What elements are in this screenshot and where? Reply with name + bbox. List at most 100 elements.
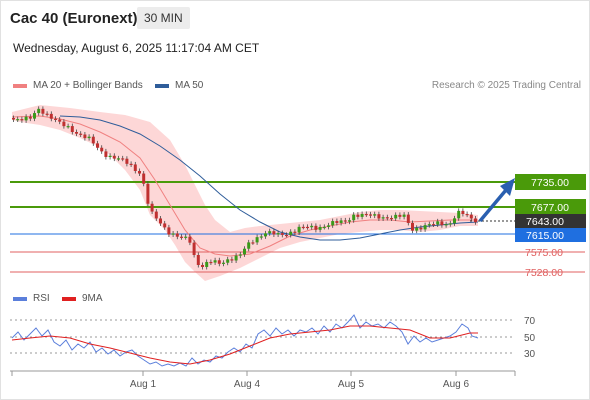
candle-body: [33, 113, 36, 119]
candle-body: [117, 158, 120, 160]
candle-body: [474, 218, 477, 223]
candle-body: [280, 233, 284, 235]
candle-body: [406, 214, 410, 223]
rsi-label: RSI: [33, 293, 50, 304]
candle-body: [352, 214, 356, 221]
candle-body: [285, 234, 288, 237]
rsi-level-30: 30: [524, 349, 536, 360]
candle-body: [251, 242, 255, 244]
candle-body: [444, 224, 448, 226]
candle-body: [423, 225, 427, 230]
candle-body: [356, 214, 360, 217]
candle-body: [133, 164, 137, 171]
x-label-aug1: Aug 1: [130, 379, 157, 390]
timeframe-badge[interactable]: 30 MIN: [137, 7, 190, 29]
candle-body: [297, 226, 301, 233]
candle-body: [167, 227, 171, 235]
price-label-resistance: 7677.00: [515, 199, 586, 215]
price-label-last: 7643.00: [515, 214, 586, 228]
candle-body: [234, 255, 238, 261]
candle-body: [58, 119, 62, 122]
candle-body: [20, 119, 24, 121]
candle-body: [180, 236, 183, 238]
candle-body: [364, 213, 368, 216]
candle-body: [419, 227, 423, 230]
x-ticks: [11, 371, 516, 376]
candle-body: [75, 132, 78, 134]
candle-body: [348, 220, 351, 222]
candle-body: [306, 226, 309, 229]
price-label-support-1: 7575.00: [525, 247, 563, 259]
candle-body: [327, 225, 330, 227]
rsi-swatch: [13, 296, 27, 301]
candle-body: [238, 254, 242, 256]
candle-body: [129, 163, 133, 166]
legend-ma50: MA 50: [155, 80, 203, 91]
candle-body: [301, 226, 305, 229]
candle-body: [70, 126, 74, 133]
candle-body: [243, 248, 246, 255]
candle-body: [66, 126, 70, 128]
svg-text:7643.00: 7643.00: [526, 216, 564, 228]
candle-body: [100, 147, 104, 152]
candle-body: [28, 116, 32, 119]
rsi-level-70: 70: [524, 316, 536, 327]
candle-body: [226, 259, 230, 263]
candle-body: [209, 261, 213, 264]
candle-body: [62, 121, 66, 127]
candle-body: [390, 217, 393, 220]
candle-body: [175, 233, 179, 237]
candle-body: [411, 222, 414, 231]
candle-body: [335, 221, 339, 223]
candle-body: [394, 214, 398, 219]
candle-body: [310, 225, 314, 228]
candle-body: [37, 108, 41, 114]
candle-body: [461, 210, 465, 214]
credit-text: Research © 2025 Trading Central: [431, 80, 581, 91]
candle-body: [213, 260, 217, 263]
ma50-label: MA 50: [175, 80, 204, 91]
candle-body: [83, 134, 87, 139]
candle-body: [79, 133, 83, 135]
rsi-line: [11, 314, 479, 367]
candle-body: [192, 242, 196, 255]
forecast-arrow-icon: [478, 178, 515, 223]
candle-body: [343, 220, 347, 222]
candle-body: [268, 231, 272, 234]
candle-body: [276, 233, 280, 235]
candle-body: [264, 233, 267, 237]
candle-body: [436, 221, 440, 225]
candle-body: [398, 214, 402, 217]
rsi-ma-line: [11, 325, 478, 365]
candle-body: [159, 218, 162, 224]
candle-body: [217, 260, 221, 264]
rsi-ma-label: 9MA: [82, 293, 103, 304]
candle-body: [318, 226, 322, 230]
instrument-title: Cac 40 (Euronext): [10, 10, 138, 27]
price-label-target: 7735.00: [515, 174, 586, 190]
candle-body: [96, 143, 99, 148]
candle-body: [427, 224, 431, 226]
candle-body: [201, 264, 204, 267]
candle-body: [322, 226, 326, 229]
ma20-swatch: [13, 83, 27, 88]
candle-body: [108, 155, 112, 158]
candle-body: [289, 231, 293, 235]
candle-body: [163, 223, 167, 228]
candle-body: [385, 217, 389, 219]
candle-body: [142, 173, 146, 184]
candle-body: [259, 236, 263, 238]
candle-body: [91, 136, 95, 144]
candle-body: [146, 183, 150, 204]
candle-body: [41, 108, 45, 114]
candle-body: [196, 254, 200, 265]
candle-body: [138, 170, 141, 174]
svg-text:7735.00: 7735.00: [531, 177, 569, 189]
candle-body: [154, 211, 158, 219]
candle-body: [453, 218, 456, 224]
candle-body: [125, 158, 129, 164]
ma50-line: [59, 115, 479, 241]
candle-body: [49, 113, 53, 119]
candle-body: [314, 225, 318, 230]
